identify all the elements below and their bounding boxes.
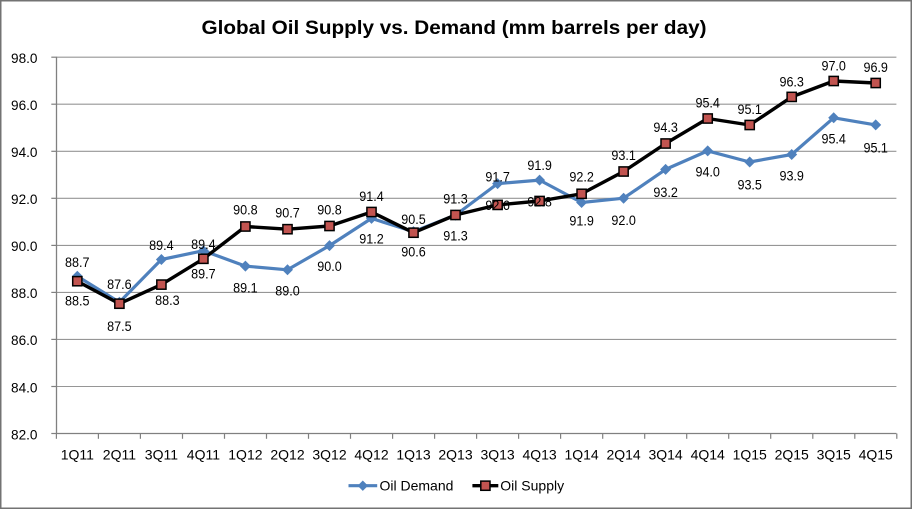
svg-text:Oil Supply: Oil Supply <box>500 477 564 493</box>
svg-text:1Q14: 1Q14 <box>564 446 598 462</box>
svg-text:88.3: 88.3 <box>155 293 180 308</box>
svg-text:91.3: 91.3 <box>443 192 468 207</box>
svg-text:92.6: 92.6 <box>485 198 510 213</box>
svg-text:91.9: 91.9 <box>569 213 594 228</box>
svg-text:95.4: 95.4 <box>695 95 720 110</box>
svg-text:2Q13: 2Q13 <box>438 446 472 462</box>
svg-text:Oil Demand: Oil Demand <box>380 477 454 493</box>
svg-text:91.3: 91.3 <box>443 229 468 244</box>
svg-text:87.5: 87.5 <box>107 319 132 334</box>
svg-text:1Q13: 1Q13 <box>396 446 430 462</box>
svg-text:Global Oil Supply vs. Demand (: Global Oil Supply vs. Demand (mm barrels… <box>202 17 707 39</box>
svg-text:89.4: 89.4 <box>149 238 174 253</box>
svg-text:93.5: 93.5 <box>737 178 762 193</box>
svg-text:96.0: 96.0 <box>11 98 38 113</box>
svg-text:91.7: 91.7 <box>485 170 510 185</box>
svg-text:94.0: 94.0 <box>695 164 720 179</box>
svg-text:88.5: 88.5 <box>65 293 90 308</box>
svg-text:3Q15: 3Q15 <box>817 446 851 462</box>
svg-text:93.1: 93.1 <box>611 148 636 163</box>
svg-text:94.3: 94.3 <box>653 120 678 135</box>
svg-text:93.2: 93.2 <box>653 185 678 200</box>
svg-text:90.5: 90.5 <box>401 212 426 227</box>
svg-text:4Q11: 4Q11 <box>187 446 220 462</box>
svg-text:82.0: 82.0 <box>11 427 38 442</box>
svg-text:92.2: 92.2 <box>569 170 594 185</box>
svg-text:4Q15: 4Q15 <box>859 446 893 462</box>
svg-text:87.6: 87.6 <box>107 277 132 292</box>
svg-text:95.4: 95.4 <box>821 132 846 147</box>
svg-text:4Q14: 4Q14 <box>691 446 725 462</box>
svg-text:90.8: 90.8 <box>233 202 258 217</box>
svg-text:2Q11: 2Q11 <box>103 446 136 462</box>
svg-text:91.4: 91.4 <box>359 189 384 204</box>
svg-text:89.7: 89.7 <box>191 266 216 281</box>
svg-text:1Q12: 1Q12 <box>228 446 262 462</box>
svg-text:90.7: 90.7 <box>275 205 300 220</box>
svg-text:2Q12: 2Q12 <box>270 446 304 462</box>
svg-text:96.3: 96.3 <box>779 74 804 89</box>
svg-text:84.0: 84.0 <box>11 380 38 395</box>
svg-text:2Q14: 2Q14 <box>606 446 640 462</box>
svg-text:92.0: 92.0 <box>11 192 38 207</box>
svg-text:89.0: 89.0 <box>275 283 300 298</box>
svg-text:4Q13: 4Q13 <box>522 446 556 462</box>
svg-text:90.0: 90.0 <box>317 259 342 274</box>
svg-text:1Q11: 1Q11 <box>61 446 94 462</box>
svg-text:90.8: 90.8 <box>317 202 342 217</box>
svg-text:1Q15: 1Q15 <box>733 446 767 462</box>
svg-text:3Q11: 3Q11 <box>145 446 178 462</box>
svg-text:95.1: 95.1 <box>863 140 888 155</box>
svg-text:89.4: 89.4 <box>191 237 216 252</box>
svg-text:3Q13: 3Q13 <box>480 446 514 462</box>
svg-text:4Q12: 4Q12 <box>354 446 388 462</box>
svg-text:97.0: 97.0 <box>821 59 846 74</box>
svg-text:3Q12: 3Q12 <box>312 446 346 462</box>
svg-text:90.0: 90.0 <box>11 239 38 254</box>
svg-text:96.9: 96.9 <box>863 60 888 75</box>
svg-text:2Q15: 2Q15 <box>775 446 809 462</box>
svg-text:88.7: 88.7 <box>65 255 90 270</box>
svg-text:88.0: 88.0 <box>11 286 38 301</box>
svg-text:90.6: 90.6 <box>401 244 426 259</box>
svg-text:98.0: 98.0 <box>11 51 38 66</box>
svg-text:89.1: 89.1 <box>233 281 258 296</box>
svg-text:93.9: 93.9 <box>779 169 804 184</box>
svg-text:86.0: 86.0 <box>11 333 38 348</box>
svg-text:91.2: 91.2 <box>359 232 384 247</box>
svg-text:91.9: 91.9 <box>527 158 552 173</box>
svg-text:94.0: 94.0 <box>11 145 38 160</box>
svg-text:92.8: 92.8 <box>527 195 552 210</box>
svg-text:92.0: 92.0 <box>611 213 636 228</box>
svg-text:95.1: 95.1 <box>737 102 762 117</box>
svg-text:3Q14: 3Q14 <box>648 446 682 462</box>
